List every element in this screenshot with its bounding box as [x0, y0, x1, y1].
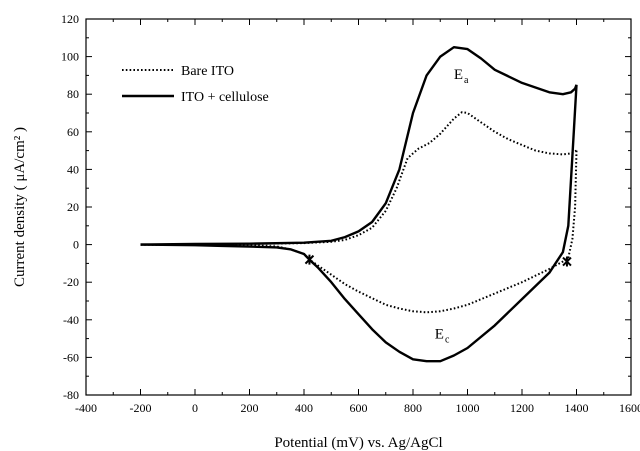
y-tick-label: 100: [61, 50, 79, 64]
x-axis-title: Potential (mV) vs. Ag/AgCl: [274, 435, 442, 451]
crossing-marker: [562, 256, 572, 267]
plot-area-border: [85, 18, 632, 396]
y-tick-label: 120: [61, 12, 79, 26]
peak-label-a: Ea: [454, 67, 469, 86]
series-layer: [140, 46, 578, 363]
x-tick-label: 600: [350, 401, 368, 415]
marker-layer: [304, 254, 572, 267]
plot-frame: [85, 18, 632, 396]
y-tick-label: 60: [67, 125, 79, 139]
y-tick-label: -80: [63, 388, 79, 402]
x-tick-label: 400: [295, 401, 313, 415]
x-tick-label: -200: [130, 401, 152, 415]
series-1-cathodic-line: [140, 84, 578, 363]
series-0-anodic-line: [140, 111, 577, 246]
y-tick-label: -40: [63, 313, 79, 327]
x-axis: -400 -200 0 200 400 600 800 1000 1200 1400 1600: [75, 19, 640, 415]
y-tick-label: -20: [63, 275, 79, 289]
y-axis-title: Current density ( μA/cm² ): [12, 127, 28, 287]
x-tick-label: 200: [241, 401, 259, 415]
legend: Bare ITO ITO + cellulose: [122, 64, 269, 105]
y-tick-label: 80: [67, 87, 79, 101]
peak-label-c: Ec: [435, 327, 450, 346]
y-tick-label: -60: [63, 350, 79, 364]
x-tick-label: 1200: [510, 401, 534, 415]
x-tick-label: 800: [404, 401, 422, 415]
x-tick-label: -400: [75, 401, 97, 415]
series-1-anodic-line: [140, 46, 578, 246]
annotation-layer: Ea Ec: [435, 67, 469, 345]
y-tick-label: 0: [73, 238, 79, 252]
x-tick-label: 0: [192, 401, 198, 415]
x-tick-label: 1000: [456, 401, 480, 415]
y-tick-label: 40: [67, 162, 79, 176]
legend-label-ito-cellulose: ITO + cellulose: [181, 90, 269, 105]
x-tick-label: 1400: [565, 401, 589, 415]
series-0-cathodic-line: [140, 150, 578, 314]
legend-label-bare-ito: Bare ITO: [181, 64, 234, 79]
y-axis: -80 -60 -40 -20 0 20 40 60 80 100 120: [61, 12, 631, 402]
crossing-marker: [304, 254, 315, 265]
y-tick-label: 20: [67, 200, 79, 214]
x-tick-label: 1600: [619, 401, 640, 415]
